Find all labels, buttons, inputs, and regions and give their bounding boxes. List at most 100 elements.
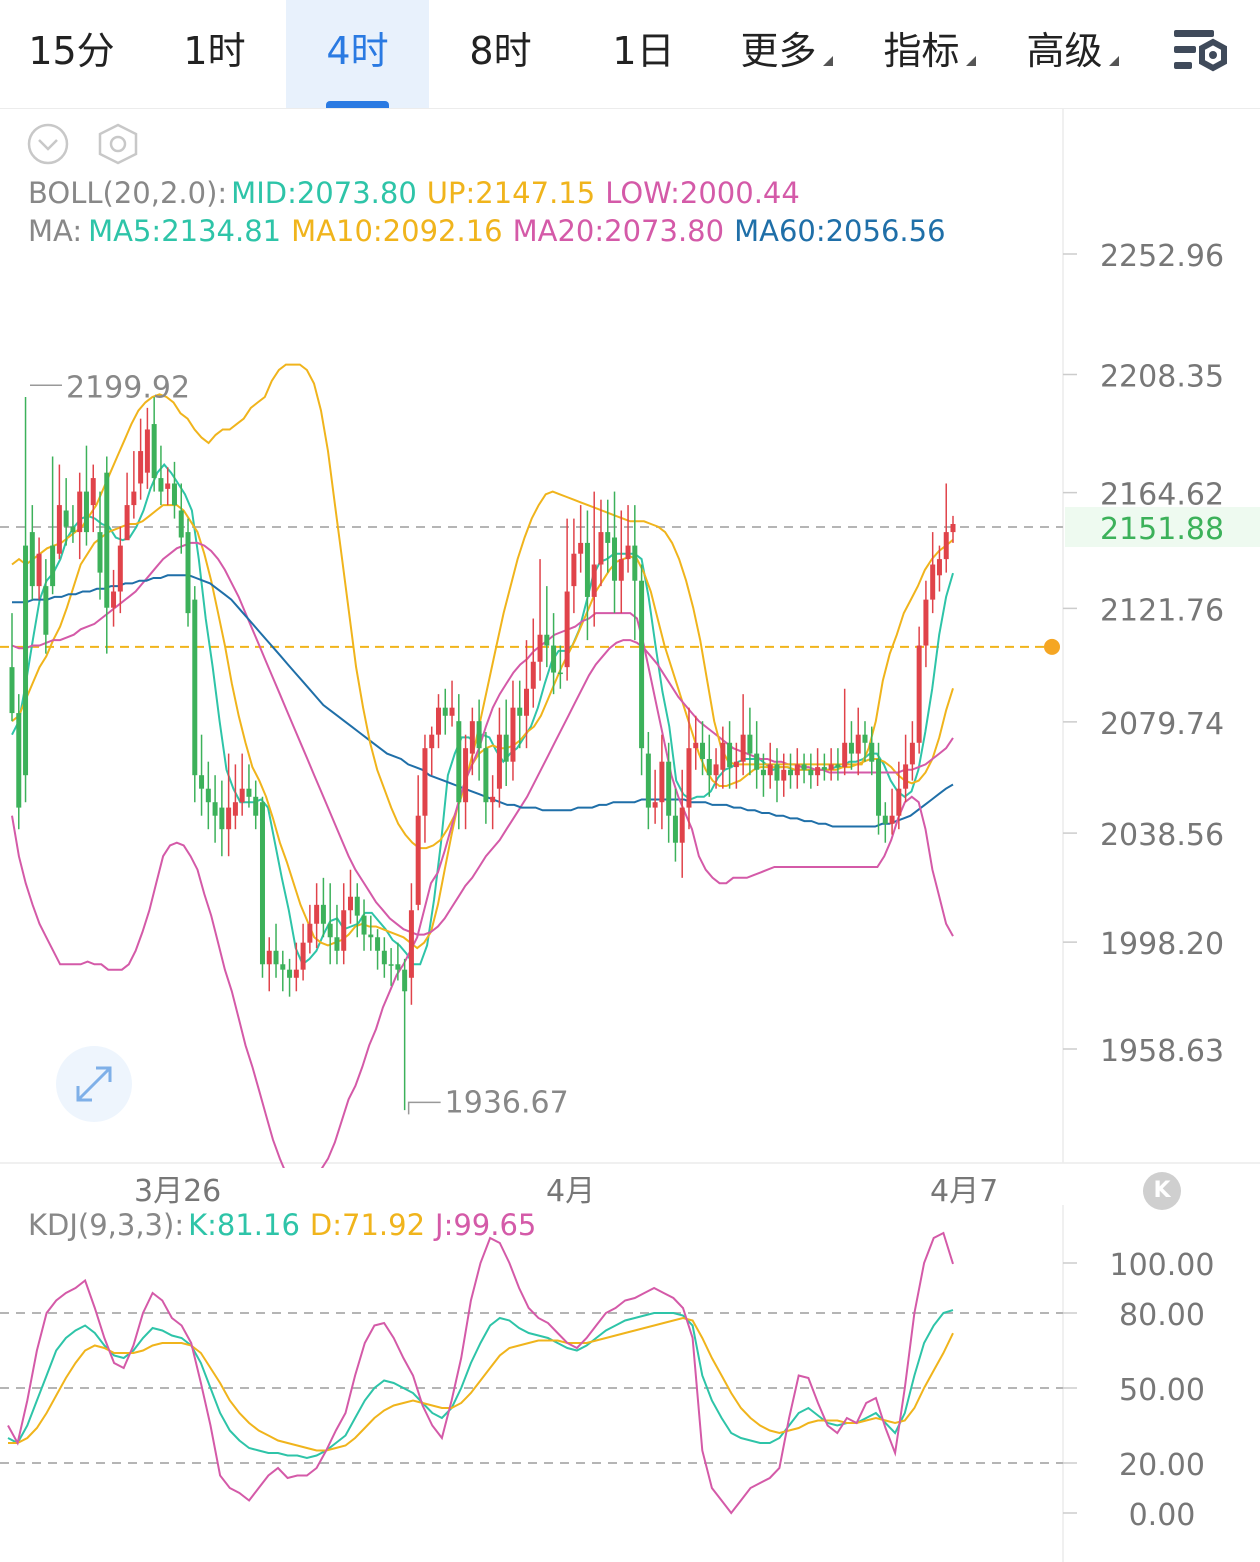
ma10-value: MA10:2092.16	[291, 214, 503, 248]
candle-body	[29, 532, 35, 587]
candle-body	[605, 532, 611, 543]
candle-body	[435, 707, 441, 735]
candle	[943, 483, 949, 573]
candle-body	[591, 564, 597, 597]
tab-6[interactable]: 指标	[858, 0, 1001, 108]
candle	[510, 680, 516, 781]
kdj-tick-label: 80.00	[1119, 1298, 1205, 1333]
candle-body	[842, 742, 848, 768]
candle	[368, 915, 374, 951]
candle	[930, 532, 936, 614]
candlestick-chart[interactable]: 2252.96 2208.35 2164.62 2121.76 2079.74 2038.…	[0, 108, 1260, 1168]
candle	[713, 748, 719, 789]
candle	[774, 748, 780, 803]
candle	[442, 688, 448, 735]
candle	[111, 569, 117, 627]
candle	[551, 613, 557, 695]
candle-body	[693, 742, 699, 749]
candle-body	[686, 748, 692, 808]
hexagon-settings-icon[interactable]	[98, 123, 138, 165]
chevron-down-circle-icon[interactable]	[27, 123, 69, 165]
tab-4[interactable]: 1日	[572, 0, 715, 108]
candle	[754, 721, 760, 789]
tab-0[interactable]: 15分	[0, 0, 143, 108]
high-annotation: 2199.92	[66, 370, 190, 405]
candle	[598, 499, 604, 587]
expand-arrows-icon[interactable]	[56, 1046, 132, 1122]
dropdown-triangle-icon	[1108, 56, 1119, 66]
candle-body	[320, 904, 326, 924]
candle	[788, 753, 794, 789]
kdj-j-value: J:99.65	[435, 1208, 537, 1242]
tab-3[interactable]: 8时	[429, 0, 572, 108]
candle-body	[422, 748, 428, 816]
price-tick-label: 1958.63	[1100, 1034, 1224, 1069]
candle	[388, 948, 394, 986]
candle	[43, 559, 49, 654]
candle-body	[205, 788, 211, 803]
price-tick-label: 2164.62	[1100, 478, 1224, 513]
candle-body	[564, 591, 570, 668]
ma-indicator-row: MA: MA5:2134.81 MA10:2092.16 MA20:2073.80 MA…	[28, 214, 956, 248]
k-badge-icon[interactable]: K	[1143, 1172, 1181, 1210]
candle-body	[524, 688, 530, 716]
candle-body	[612, 537, 618, 581]
candle-body	[530, 661, 536, 689]
candle	[605, 499, 611, 573]
candle	[320, 877, 326, 938]
candle-body	[347, 896, 353, 911]
candle	[693, 715, 699, 770]
candle-body	[449, 707, 455, 716]
tab-5[interactable]: 更多	[715, 0, 858, 108]
boll-up: UP:2147.15	[426, 176, 596, 210]
candle-body	[774, 764, 780, 781]
candle	[131, 451, 137, 519]
candle	[138, 418, 144, 500]
tab-2[interactable]: 4时	[286, 0, 429, 108]
candle-body	[368, 934, 374, 938]
chart-settings-icon[interactable]	[1170, 26, 1230, 80]
alert-dot-icon[interactable]	[1044, 638, 1060, 655]
kdj-d-value: D:71.92	[309, 1208, 426, 1242]
candle-body	[185, 532, 191, 614]
candle	[212, 775, 218, 843]
candle-body	[835, 764, 841, 768]
kdj-chart[interactable]: 100.00 80.00 50.00 20.00 0.00	[0, 1205, 1260, 1562]
candle	[77, 472, 83, 560]
candle-body	[144, 429, 150, 473]
tab-1[interactable]: 1时	[143, 0, 286, 108]
candle	[469, 707, 475, 776]
candle	[483, 731, 489, 824]
candle-body	[889, 815, 895, 824]
candle-body	[192, 599, 198, 776]
candle	[151, 397, 157, 492]
candle	[612, 491, 618, 614]
candle	[259, 796, 265, 978]
candle	[293, 942, 299, 992]
candle	[828, 748, 834, 781]
chart-tool-icons	[27, 123, 138, 165]
candle	[158, 445, 164, 506]
candle	[300, 923, 306, 981]
candle-body	[828, 764, 834, 770]
candle	[361, 899, 367, 951]
candle	[16, 694, 22, 830]
candle	[544, 586, 550, 668]
candle	[408, 883, 414, 1005]
candle-body	[226, 807, 232, 830]
candle-body	[280, 964, 286, 970]
candle-body	[551, 645, 557, 673]
candle	[375, 929, 381, 970]
candle	[815, 748, 821, 786]
candle-body	[77, 491, 83, 533]
candle	[923, 580, 929, 668]
tab-7[interactable]: 高级	[1001, 0, 1144, 108]
candle	[341, 883, 347, 965]
candle-body	[557, 672, 563, 675]
candle-body	[300, 942, 306, 970]
candle	[490, 775, 496, 830]
candle-body	[273, 950, 279, 965]
candle-body	[876, 758, 882, 816]
candle-body	[314, 904, 320, 924]
kdj-indicator-row: KDJ(9,3,3): K:81.16 D:71.92 J:99.65	[28, 1208, 546, 1242]
